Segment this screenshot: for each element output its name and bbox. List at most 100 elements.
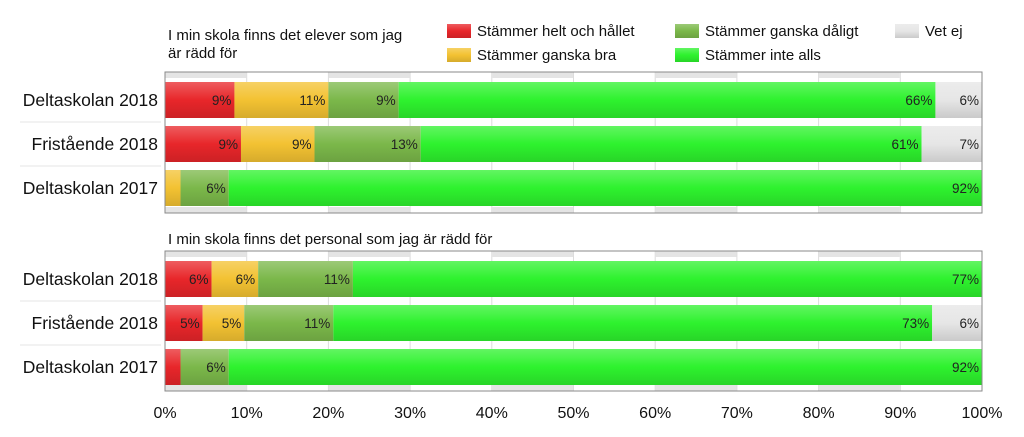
- data-label: 6%: [959, 316, 979, 331]
- bar-st-mmer-helt-och-h-llet-frist-ende-2018: [165, 305, 203, 341]
- category-label-frist-ende-2018: Fristående 2018: [32, 313, 158, 333]
- gridband: [819, 207, 900, 213]
- panel-frame: [164, 71, 983, 214]
- gridband: [492, 385, 573, 391]
- bar-st-mmer-ganska-bra-deltaskolan-2017: [165, 170, 181, 206]
- data-label: 73%: [902, 316, 929, 331]
- category-label-deltaskolan-2017: Deltaskolan 2017: [23, 357, 158, 377]
- data-label: 9%: [212, 93, 232, 108]
- x-tick-label: 60%: [639, 405, 671, 422]
- legend-swatch-st-mmer-helt-och-h-llet: [447, 24, 471, 38]
- legend-swatch-vet-ej: [895, 24, 919, 38]
- gridband: [655, 72, 737, 78]
- bar-st-mmer-ganska-bra-frist-ende-2018: [240, 126, 315, 162]
- gridband: [328, 385, 410, 391]
- x-tick-label: 20%: [312, 405, 344, 422]
- gridband: [165, 72, 247, 78]
- data-label: 13%: [391, 137, 418, 152]
- gridband: [819, 385, 900, 391]
- bar-st-mmer-ganska-bra-deltaskolan-2018: [211, 261, 259, 297]
- bar-st-mmer-ganska-d-ligt-frist-ende-2018: [314, 126, 421, 162]
- data-label: 9%: [292, 137, 312, 152]
- legend-label-st-mmer-ganska-d-ligt: Stämmer ganska dåligt: [705, 23, 859, 40]
- bar-st-mmer-ganska-bra-frist-ende-2018: [202, 305, 245, 341]
- category-label-deltaskolan-2017: Deltaskolan 2017: [23, 178, 158, 198]
- bar-st-mmer-inte-alls-deltaskolan-2017: [228, 170, 982, 206]
- category-label-frist-ende-2018: Fristående 2018: [32, 134, 158, 154]
- panel-title-2: I min skola finns det personal som jag ä…: [168, 231, 492, 248]
- data-label: 77%: [952, 272, 979, 287]
- gridband: [819, 251, 900, 257]
- x-tick-label: 80%: [803, 405, 835, 422]
- data-label: 9%: [376, 93, 396, 108]
- bar-vet-ej-frist-ende-2018: [932, 305, 982, 341]
- gridband: [492, 207, 573, 213]
- bar-st-mmer-helt-och-h-llet-frist-ende-2018: [165, 126, 241, 162]
- bar-vet-ej-frist-ende-2018: [921, 126, 982, 162]
- data-label: 11%: [304, 316, 330, 331]
- gridband: [655, 207, 737, 213]
- data-label: 6%: [189, 272, 209, 287]
- data-label: 66%: [905, 93, 932, 108]
- x-tick-label: 40%: [476, 405, 508, 422]
- x-tick-label: 0%: [153, 405, 176, 422]
- bar-vet-ej-deltaskolan-2018: [935, 82, 982, 118]
- gridband: [165, 207, 247, 213]
- gridband: [328, 72, 410, 78]
- data-label: 6%: [206, 181, 226, 196]
- data-label: 6%: [959, 93, 979, 108]
- bar-st-mmer-helt-och-h-llet-deltaskolan-2018: [165, 261, 212, 297]
- bar-st-mmer-ganska-d-ligt-deltaskolan-2018: [258, 261, 353, 297]
- data-label: 5%: [222, 316, 242, 331]
- bar-st-mmer-inte-alls-frist-ende-2018: [420, 126, 922, 162]
- gridband: [328, 207, 410, 213]
- bar-st-mmer-ganska-d-ligt-deltaskolan-2017: [180, 170, 229, 206]
- data-label: 61%: [892, 137, 919, 152]
- x-tick-label: 50%: [557, 405, 589, 422]
- panel-title-line: är rädd för: [168, 45, 237, 62]
- bar-st-mmer-ganska-d-ligt-deltaskolan-2017: [180, 349, 229, 385]
- data-label: 5%: [180, 316, 200, 331]
- data-label: 11%: [324, 272, 350, 287]
- gridband: [328, 251, 410, 257]
- gridband: [492, 251, 573, 257]
- bar-st-mmer-inte-alls-frist-ende-2018: [333, 305, 933, 341]
- bar-st-mmer-inte-alls-deltaskolan-2018: [398, 82, 936, 118]
- bar-st-mmer-inte-alls-deltaskolan-2017: [228, 349, 982, 385]
- bar-st-mmer-helt-och-h-llet-deltaskolan-2017: [165, 349, 181, 385]
- bar-st-mmer-ganska-d-ligt-deltaskolan-2018: [328, 82, 399, 118]
- data-label: 11%: [299, 93, 325, 108]
- bar-st-mmer-helt-och-h-llet-deltaskolan-2018: [165, 82, 235, 118]
- data-label: 7%: [959, 137, 979, 152]
- x-tick-label: 10%: [231, 405, 263, 422]
- data-label: 6%: [206, 360, 226, 375]
- data-label: 6%: [236, 272, 256, 287]
- bar-st-mmer-ganska-bra-deltaskolan-2018: [234, 82, 329, 118]
- legend-label-st-mmer-helt-och-h-llet: Stämmer helt och hållet: [477, 23, 635, 40]
- panel-title-line: I min skola finns det elever som jag: [168, 27, 402, 44]
- x-tick-label: 100%: [962, 405, 1003, 422]
- bar-st-mmer-inte-alls-deltaskolan-2018: [352, 261, 982, 297]
- legend-swatch-st-mmer-ganska-bra: [447, 48, 471, 62]
- gridband: [165, 251, 247, 257]
- gridband: [819, 72, 900, 78]
- data-label: 92%: [952, 181, 979, 196]
- legend-label-st-mmer-inte-alls: Stämmer inte alls: [705, 47, 821, 64]
- data-label: 92%: [952, 360, 979, 375]
- category-label-deltaskolan-2018: Deltaskolan 2018: [23, 269, 158, 289]
- panel-title-1: I min skola finns det elever som jag är r…: [168, 27, 402, 62]
- gridband: [492, 72, 573, 78]
- bar-st-mmer-ganska-d-ligt-frist-ende-2018: [244, 305, 334, 341]
- legend-swatch-st-mmer-ganska-d-ligt: [675, 24, 699, 38]
- x-tick-label: 30%: [394, 405, 426, 422]
- legend-label-vet-ej: Vet ej: [925, 23, 963, 40]
- legend-label-st-mmer-ganska-bra: Stämmer ganska bra: [477, 47, 617, 64]
- gridband: [165, 385, 247, 391]
- legend-swatch-st-mmer-inte-alls: [675, 48, 699, 62]
- x-tick-label: 90%: [884, 405, 916, 422]
- x-tick-label: 70%: [721, 405, 753, 422]
- data-label: 9%: [218, 137, 238, 152]
- panel-frame: [164, 250, 983, 392]
